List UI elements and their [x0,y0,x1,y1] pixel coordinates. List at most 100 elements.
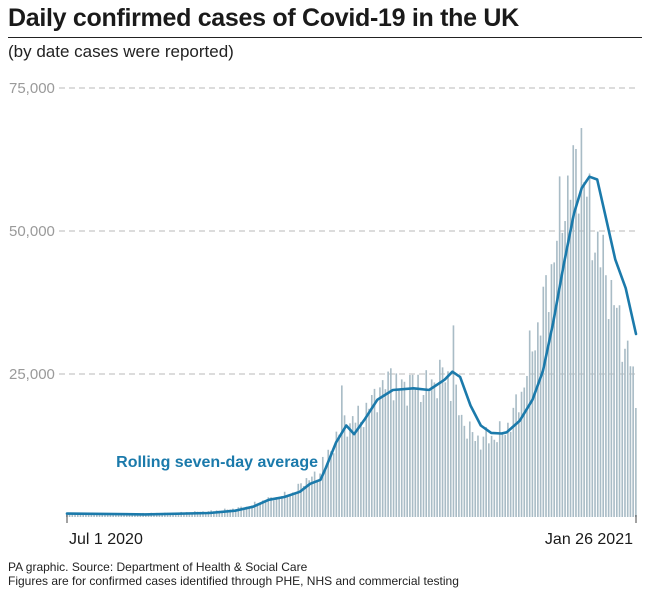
y-tick-label: 25,000 [9,366,55,383]
daily-case-bar [286,496,289,517]
daily-case-bar [204,512,207,517]
daily-case-bar [381,380,384,517]
daily-case-bar [251,505,253,517]
daily-case-bar [226,509,229,517]
daily-case-bar [248,506,251,517]
daily-case-bar [234,509,237,517]
daily-case-bar [161,513,163,517]
daily-case-bar [599,267,602,517]
daily-case-bar [452,325,455,517]
daily-case-bar [292,492,294,517]
y-tick-label: 50,000 [9,223,55,240]
daily-case-bar [240,506,242,517]
daily-case-bar [321,456,324,517]
daily-case-bar [553,262,556,517]
daily-case-bar [76,513,79,517]
daily-case-bar [79,513,82,517]
daily-case-bar [449,400,452,517]
daily-case-bar [256,503,259,517]
daily-case-bar [433,382,436,517]
daily-case-bar [477,435,479,517]
daily-case-bar [324,467,327,517]
daily-case-bar [490,435,493,517]
daily-case-bar [594,252,596,517]
daily-case-bar [343,415,346,517]
daily-case-bar [370,395,373,517]
daily-case-bar [580,128,583,518]
daily-case-bar [419,401,422,517]
daily-case-bar [537,322,539,517]
daily-case-bar [586,196,588,517]
daily-case-bar [351,416,354,517]
daily-case-bar [458,415,460,517]
chart-title: Daily confirmed cases of Covid-19 in the… [8,4,519,32]
daily-case-bar [85,513,87,517]
daily-case-bar [362,427,365,517]
daily-case-bar [245,506,248,517]
title-divider [8,37,642,38]
daily-case-bar [575,148,577,517]
daily-case-bar [441,367,444,517]
daily-case-bar [390,368,392,517]
daily-case-bar [591,260,594,517]
daily-case-bar [517,412,520,517]
daily-case-bar [87,513,90,517]
daily-case-bar [436,398,438,517]
daily-case-bar [564,221,566,517]
daily-case-bar [515,394,517,517]
daily-case-bar [74,513,76,517]
daily-case-bar [430,379,433,517]
daily-case-bar [101,513,104,517]
daily-case-bar [379,387,381,517]
daily-case-bar [613,305,615,517]
daily-case-bar [610,279,613,517]
daily-case-bar [289,494,291,517]
daily-case-bar [297,483,300,517]
daily-case-bar [569,199,572,517]
daily-case-bar [605,275,607,517]
daily-case-bar [395,373,398,517]
daily-case-bar [294,492,297,517]
daily-case-bar [278,498,281,517]
daily-case-bar [488,443,490,517]
daily-case-bar [400,379,403,517]
daily-case-bar [542,286,545,517]
daily-case-bar [349,423,351,517]
daily-case-bar [417,374,419,517]
daily-case-bar [221,510,223,517]
daily-case-bar [215,510,218,517]
daily-case-bar [313,471,316,517]
daily-case-bar [425,370,428,517]
daily-case-bar [191,512,193,517]
rolling-average-line [65,175,638,516]
daily-case-bar [629,366,632,517]
daily-case-bar [618,305,621,517]
daily-case-bar [275,497,278,517]
daily-case-bar [373,388,376,517]
daily-case-bar [558,176,561,517]
daily-case-bar [561,232,564,517]
daily-case-bar [346,436,349,517]
daily-case-bar [376,412,379,517]
daily-case-bar [262,500,264,517]
daily-case-bar [327,449,330,517]
daily-case-bar [428,391,430,517]
daily-case-bar [528,330,531,517]
daily-case-bar [360,421,362,517]
daily-case-bar [474,441,477,517]
daily-case-bar [501,432,504,517]
daily-case-bar [259,502,261,517]
daily-case-bar [305,478,308,517]
daily-case-bar [507,422,509,517]
daily-case-bar [635,407,637,517]
daily-case-bar [237,507,240,517]
daily-case-bar [566,175,569,517]
daily-case-bar [414,387,417,517]
daily-case-bar [308,480,310,517]
daily-case-bar [409,375,411,517]
y-tick-label: 75,000 [9,80,55,97]
daily-case-bar [485,427,487,517]
daily-case-bar [338,434,340,517]
daily-case-bar [115,513,117,517]
daily-case-bar [531,351,534,517]
